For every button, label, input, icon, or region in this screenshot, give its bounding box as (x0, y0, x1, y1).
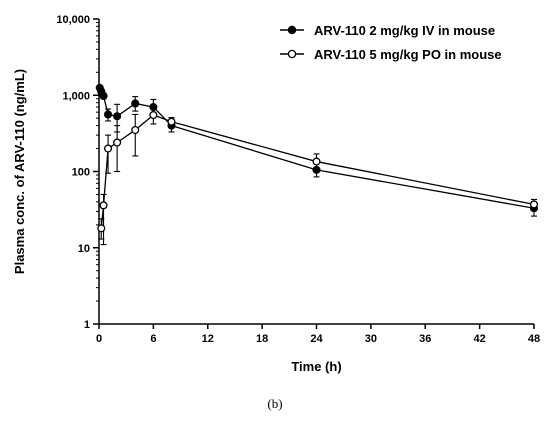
legend-label-iv: ARV-110 2 mg/kg IV in mouse (314, 23, 495, 38)
y-tick-label-10: 10 (78, 243, 90, 255)
figure-caption: (b) (267, 396, 282, 411)
data-point (99, 91, 108, 100)
series-1 (97, 107, 539, 246)
data-point (131, 125, 140, 135)
x-tick-label-0: 0 (96, 333, 102, 345)
x-tick-label-30: 30 (365, 333, 377, 345)
legend-label-po: ARV-110 5 mg/kg PO in mouse (314, 47, 502, 62)
data-point (97, 224, 106, 233)
data-point (113, 112, 122, 121)
data-point (113, 138, 122, 147)
data-point (167, 117, 176, 126)
data-point (99, 201, 108, 210)
y-tick-label-1000: 1,000 (62, 90, 90, 102)
data-point (529, 200, 539, 209)
series-0 (95, 83, 539, 217)
data-point (312, 157, 321, 166)
series-line-0 (99, 87, 535, 209)
x-tick-label-18: 18 (256, 333, 268, 345)
x-tick-label-42: 42 (474, 333, 486, 345)
data-point (149, 110, 158, 120)
x-tick-label-48: 48 (528, 333, 540, 345)
data-point (104, 144, 113, 153)
y-tick-label-1: 1 (84, 319, 90, 331)
x-tick-label-6: 6 (150, 333, 156, 345)
legend-item-iv: ARV-110 2 mg/kg IV in mouse (280, 23, 495, 38)
legend-marker-po (287, 49, 297, 59)
data-point (131, 99, 140, 108)
legend-marker-iv (287, 25, 297, 35)
x-axis-title: Time (h) (291, 359, 341, 374)
y-tick-label-100: 100 (72, 167, 90, 179)
legend-item-po: ARV-110 5 mg/kg PO in mouse (280, 47, 502, 62)
x-tick-label-12: 12 (202, 333, 214, 345)
y-axis-title: Plasma conc. of ARV-110 (ng/mL) (12, 69, 27, 274)
x-tick-label-24: 24 (310, 333, 323, 345)
x-tick-label-36: 36 (419, 333, 431, 345)
ticks: 0 6 12 18 24 30 36 42 48 1 10 100 1,000 10,000 (56, 14, 540, 345)
series-layer (95, 83, 539, 246)
data-point (104, 110, 113, 119)
y-tick-label-10000: 10,000 (56, 14, 90, 26)
legend: ARV-110 2 mg/kg IV in mouse ARV-110 5 mg… (280, 23, 502, 62)
